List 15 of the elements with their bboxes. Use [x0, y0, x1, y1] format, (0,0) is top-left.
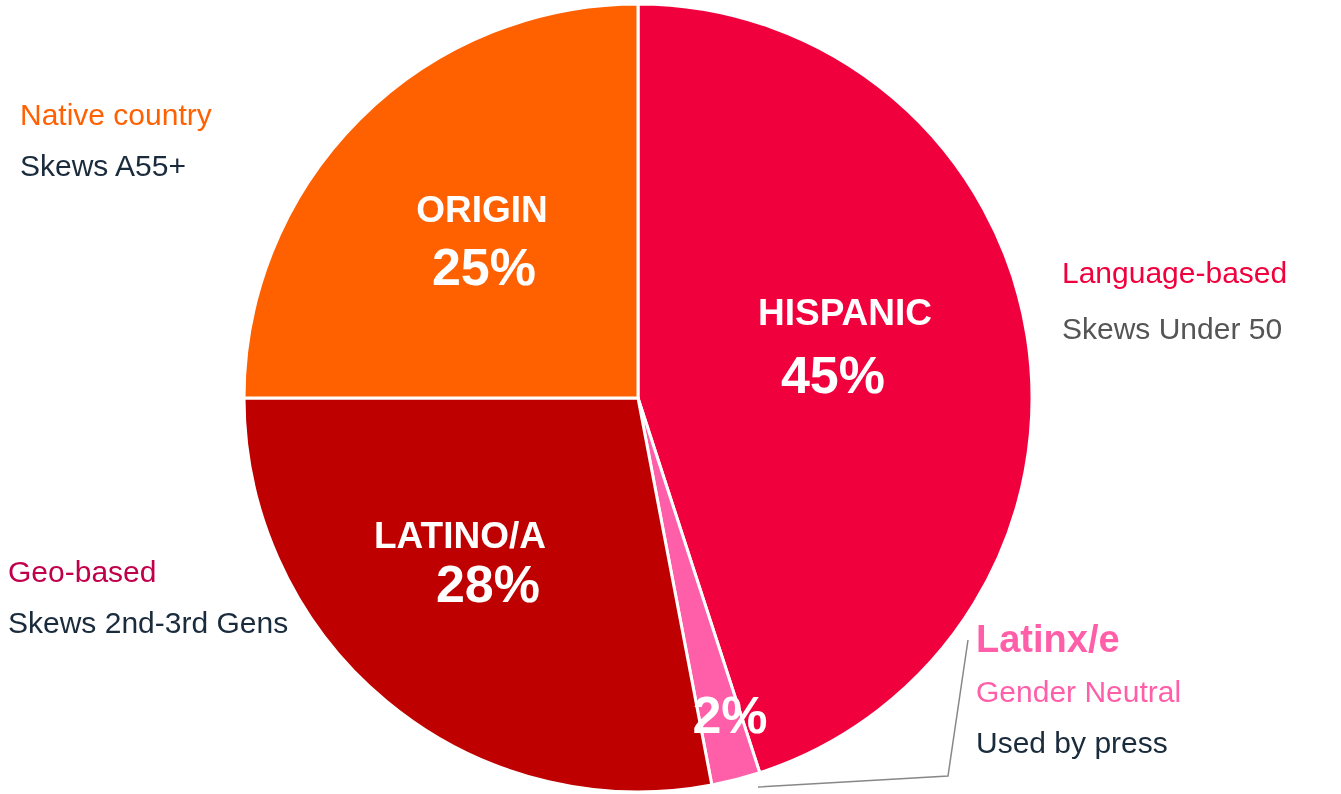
slice-label: LATINO/A: [374, 515, 546, 556]
text: Skews Under 50: [1062, 312, 1283, 345]
data-label: 25%: [431, 238, 537, 296]
text: Used by press: [976, 726, 1168, 759]
text: Gender Neutral: [976, 675, 1182, 708]
text: Skews A55+: [20, 149, 186, 182]
text: Skews 2nd-3rd Gens: [8, 606, 289, 639]
slice-label: HISPANIC: [757, 292, 933, 333]
data-label: 28%: [435, 555, 541, 613]
text: Language-based: [1062, 256, 1288, 289]
slice-label: Latinx/e: [976, 618, 1120, 660]
slice-label: ORIGIN: [416, 189, 548, 230]
text: Geo-based: [8, 555, 157, 588]
data-label: 45%: [780, 346, 886, 404]
text: Native country: [20, 98, 212, 131]
